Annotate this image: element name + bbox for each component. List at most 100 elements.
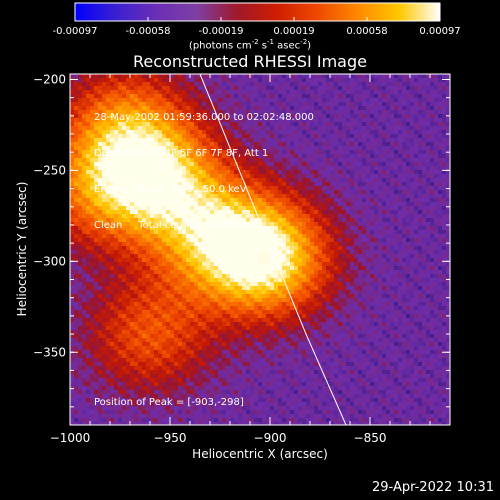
heatmap-cell: [362, 110, 366, 114]
heatmap-cell: [278, 106, 282, 110]
heatmap-cell: [282, 82, 286, 86]
heatmap-cell: [406, 206, 410, 210]
heatmap-cell: [202, 250, 206, 254]
heatmap-cell: [238, 230, 242, 234]
heatmap-cell: [442, 210, 446, 214]
heatmap-cell: [234, 266, 238, 270]
heatmap-cell: [414, 186, 418, 190]
heatmap-cell: [146, 86, 150, 90]
heatmap-cell: [378, 262, 382, 266]
heatmap-cell: [130, 182, 134, 186]
heatmap-cell: [126, 282, 130, 286]
heatmap-cell: [382, 166, 386, 170]
heatmap-cell: [198, 234, 202, 238]
heatmap-cell: [90, 90, 94, 94]
heatmap-cell: [106, 134, 110, 138]
heatmap-cell: [270, 238, 274, 242]
heatmap-cell: [330, 74, 334, 78]
heatmap-cell: [254, 194, 258, 198]
heatmap-cell: [74, 134, 78, 138]
heatmap-cell: [250, 198, 254, 202]
heatmap-cell: [314, 150, 318, 154]
heatmap-cell: [142, 190, 146, 194]
heatmap-cell: [182, 186, 186, 190]
heatmap-cell: [302, 194, 306, 198]
heatmap-cell: [102, 202, 106, 206]
heatmap-cell: [162, 170, 166, 174]
heatmap-cell: [334, 130, 338, 134]
heatmap-cell: [362, 242, 366, 246]
heatmap-cell: [378, 230, 382, 234]
heatmap-cell: [330, 258, 334, 262]
heatmap-cell: [330, 206, 334, 210]
heatmap-cell: [294, 162, 298, 166]
heatmap-cell: [402, 110, 406, 114]
heatmap-cell: [126, 94, 130, 98]
heatmap-cell: [242, 74, 246, 78]
heatmap-cell: [406, 154, 410, 158]
heatmap-cell: [194, 86, 198, 90]
heatmap-cell: [94, 114, 98, 118]
heatmap-cell: [230, 246, 234, 250]
heatmap-cell: [222, 122, 226, 126]
heatmap-cell: [226, 78, 230, 82]
heatmap-cell: [382, 198, 386, 202]
heatmap-cell: [86, 274, 90, 278]
heatmap-cell: [162, 162, 166, 166]
heatmap-cell: [378, 118, 382, 122]
heatmap-cell: [394, 82, 398, 86]
heatmap-cell: [302, 218, 306, 222]
heatmap-cell: [234, 94, 238, 98]
heatmap-cell: [278, 206, 282, 210]
heatmap-cell: [386, 266, 390, 270]
heatmap-cell: [402, 142, 406, 146]
heatmap-cell: [194, 250, 198, 254]
heatmap-cell: [70, 118, 74, 122]
heatmap-cell: [126, 190, 130, 194]
heatmap-cell: [446, 198, 450, 202]
heatmap-cell: [130, 226, 134, 230]
heatmap-cell: [114, 222, 118, 226]
heatmap-cell: [422, 114, 426, 118]
heatmap-cell: [270, 82, 274, 86]
heatmap-cell: [110, 90, 114, 94]
heatmap-cell: [290, 146, 294, 150]
heatmap-cell: [174, 198, 178, 202]
heatmap-cell: [294, 278, 298, 282]
heatmap-cell: [70, 282, 74, 286]
heatmap-cell: [110, 178, 114, 182]
heatmap-cell: [150, 162, 154, 166]
heatmap-cell: [386, 222, 390, 226]
heatmap-cell: [318, 146, 322, 150]
heatmap-cell: [262, 178, 266, 182]
heatmap-cell: [150, 98, 154, 102]
heatmap-cell: [282, 86, 286, 90]
heatmap-cell: [298, 246, 302, 250]
heatmap-cell: [318, 274, 322, 278]
heatmap-cell: [142, 154, 146, 158]
heatmap-cell: [170, 118, 174, 122]
heatmap-cell: [414, 74, 418, 78]
heatmap-cell: [250, 238, 254, 242]
heatmap-cell: [174, 130, 178, 134]
heatmap-cell: [210, 206, 214, 210]
heatmap-cell: [230, 202, 234, 206]
heatmap-cell: [270, 78, 274, 82]
heatmap-cell: [294, 178, 298, 182]
heatmap-cell: [398, 178, 402, 182]
heatmap-cell: [290, 274, 294, 278]
heatmap-cell: [146, 146, 150, 150]
heatmap-cell: [414, 150, 418, 154]
heatmap-cell: [158, 210, 162, 214]
heatmap-cell: [258, 246, 262, 250]
heatmap-cell: [370, 226, 374, 230]
heatmap-cell: [142, 254, 146, 258]
heatmap-cell: [378, 114, 382, 118]
heatmap-cell: [302, 226, 306, 230]
heatmap-cell: [230, 126, 234, 130]
heatmap-cell: [154, 230, 158, 234]
heatmap-cell: [442, 178, 446, 182]
heatmap-cell: [222, 234, 226, 238]
heatmap-cell: [110, 138, 114, 142]
heatmap-cell: [298, 90, 302, 94]
